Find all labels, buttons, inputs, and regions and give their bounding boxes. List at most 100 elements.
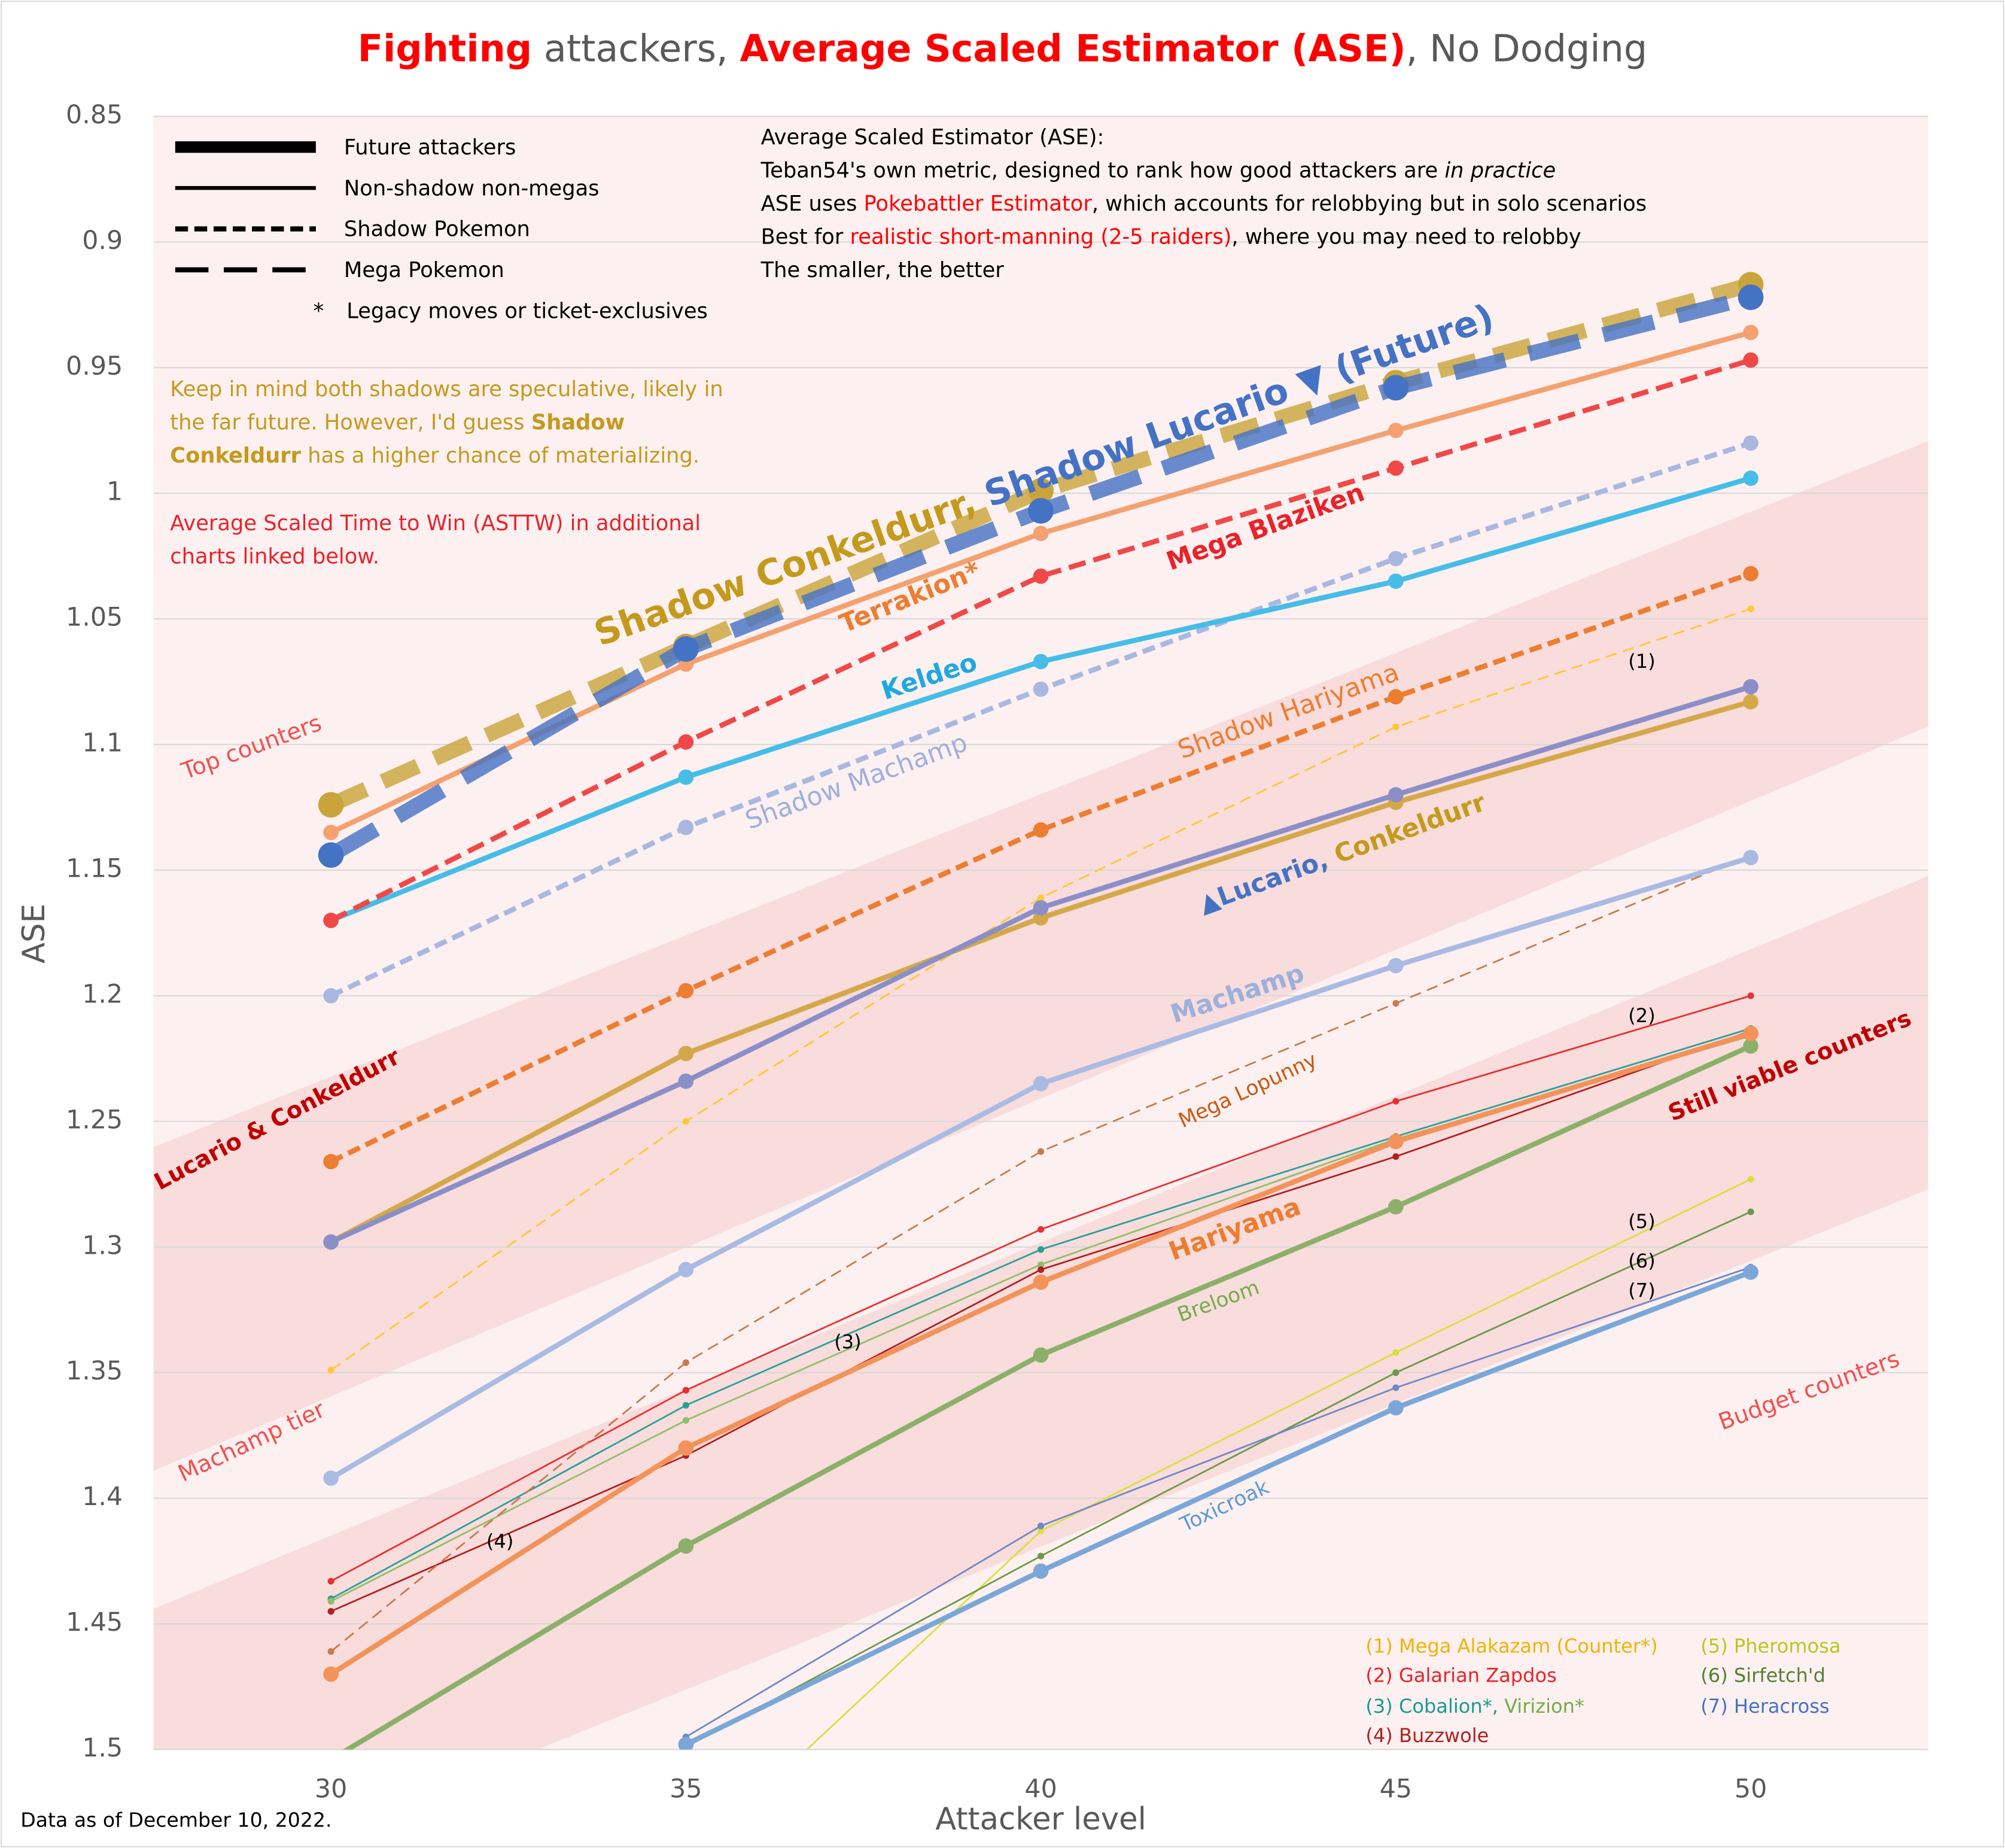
key-entry: (5) Pheromosa: [1700, 1634, 1840, 1657]
title-part: , No Dodging: [1406, 27, 1648, 71]
tier-band: [153, 876, 1928, 1750]
note-text: has a higher chance of materializing.: [308, 443, 699, 468]
legend-label: *: [314, 299, 324, 323]
info-box: Average Scaled Estimator (ASE): Teban54'…: [760, 125, 1647, 282]
series-line: [684, 1269, 1752, 1747]
data-point: [1743, 352, 1758, 368]
info-text: , which accounts for relobbying but in s…: [1092, 192, 1647, 216]
data-point: [1392, 999, 1399, 1007]
info-text: The smaller, the better: [760, 258, 1005, 282]
key-entry: (2) Galarian Zapdos: [1365, 1664, 1556, 1687]
data-point: [1033, 681, 1049, 697]
data-point: [1388, 460, 1404, 476]
data-point: [1388, 787, 1404, 803]
data-point: [1383, 375, 1409, 401]
line-style-legend: Future attackers Non-shadow non-megas Sh…: [175, 135, 708, 323]
data-point: [323, 1470, 339, 1486]
key-entry: (3) Cobalion*, Virizion*: [1365, 1695, 1584, 1718]
data-point: [1388, 1199, 1404, 1215]
data-point: [678, 734, 694, 750]
data-point: [1038, 1246, 1045, 1253]
key-entry: (1) Mega Alakazam (Counter*): [1365, 1634, 1657, 1657]
data-point: [1038, 1527, 1045, 1534]
data-point: [678, 769, 694, 785]
y-tick-label: 0.85: [66, 100, 123, 130]
series-line: [805, 1178, 1751, 1750]
data-point: [1033, 1274, 1049, 1290]
source-note: Data as of December 10, 2022.: [20, 1809, 331, 1832]
x-tick-label: 45: [1380, 1774, 1412, 1804]
y-tick-label: 1.5: [82, 1733, 123, 1763]
data-point: [1392, 724, 1399, 731]
data-point: [323, 825, 339, 840]
data-point: [323, 913, 339, 928]
title-part: Fighting: [358, 27, 532, 71]
info-line: ASE uses Pokebattler Estimator, which ac…: [761, 192, 1647, 216]
series-group: [318, 272, 1764, 1750]
data-point: [1743, 324, 1758, 341]
note-line: charts linked below.: [170, 545, 379, 569]
data-point: [1033, 525, 1049, 542]
title-part: Average Scaled Estimator (ASE): [740, 27, 1405, 71]
data-point: [318, 792, 344, 818]
y-tick-label: 1.45: [66, 1607, 123, 1637]
annotation: (3): [834, 1330, 861, 1353]
info-line: Average Scaled Estimator (ASE):: [761, 125, 1105, 150]
data-point: [323, 988, 339, 1004]
info-text: ASE uses: [761, 192, 857, 216]
annotation-part: (5): [1628, 1210, 1655, 1233]
data-point: [1388, 423, 1404, 439]
info-text: Teban54's own metric, designed to rank h…: [760, 158, 1438, 183]
series-line: [685, 1266, 1751, 1738]
y-tick-label: 1: [107, 477, 123, 507]
x-tick-label: 50: [1735, 1774, 1767, 1804]
data-point: [1743, 470, 1758, 486]
annotation-part: (7): [1628, 1279, 1655, 1302]
data-point: [678, 1538, 694, 1554]
x-axis-title: Attacker level: [935, 1801, 1146, 1837]
data-point: [1743, 1038, 1758, 1054]
data-point: [327, 1578, 334, 1585]
tier-band: [153, 441, 1928, 1471]
data-point: [327, 1648, 334, 1655]
annotation: (2): [1628, 1004, 1655, 1027]
annotation: (5): [1628, 1210, 1655, 1233]
data-point: [678, 1262, 694, 1278]
data-point: [673, 636, 699, 662]
note-line: the far future. However, I'd guess Shado…: [170, 410, 625, 434]
y-tick-label: 0.9: [82, 226, 123, 256]
data-point: [682, 1402, 689, 1409]
key-entry: (7) Heracross: [1700, 1695, 1829, 1718]
data-point: [682, 1359, 689, 1366]
title-part: attackers,: [544, 27, 728, 71]
key-entry: (6) Sirfetch'd: [1700, 1664, 1826, 1687]
data-point: [1738, 284, 1764, 311]
data-point: [323, 1234, 339, 1250]
data-point: [1743, 694, 1758, 710]
info-text: Pokebattler Estimator: [864, 192, 1093, 216]
plot-bands: [153, 116, 1928, 1750]
data-point: [1392, 1153, 1399, 1160]
data-point: [1392, 1098, 1399, 1105]
key-text: (3) Cobalion*,: [1365, 1695, 1498, 1718]
shadow-note: Keep in mind both shadows are speculativ…: [170, 377, 723, 468]
y-tick-label: 1.1: [82, 728, 123, 758]
data-point: [1743, 1264, 1758, 1280]
data-point: [1747, 1175, 1754, 1183]
data-point: [1033, 1563, 1049, 1579]
data-point: [1038, 1552, 1045, 1560]
series-line: [330, 608, 1751, 1371]
data-point: [678, 1737, 694, 1750]
data-point: [1388, 573, 1404, 589]
info-line: Best for realistic short-manning (2-5 ra…: [761, 224, 1581, 249]
y-axis-title: ASE: [16, 904, 52, 963]
data-point: [1033, 1347, 1049, 1363]
data-point: [1388, 689, 1404, 705]
data-point: [678, 1440, 694, 1456]
info-text: , where you may need to relobby: [1231, 224, 1581, 249]
annotation-part: (4): [486, 1530, 513, 1552]
data-point: [1038, 1148, 1045, 1155]
data-point: [327, 1366, 334, 1374]
data-point: [1743, 566, 1758, 582]
series-line: [685, 1211, 1751, 1748]
